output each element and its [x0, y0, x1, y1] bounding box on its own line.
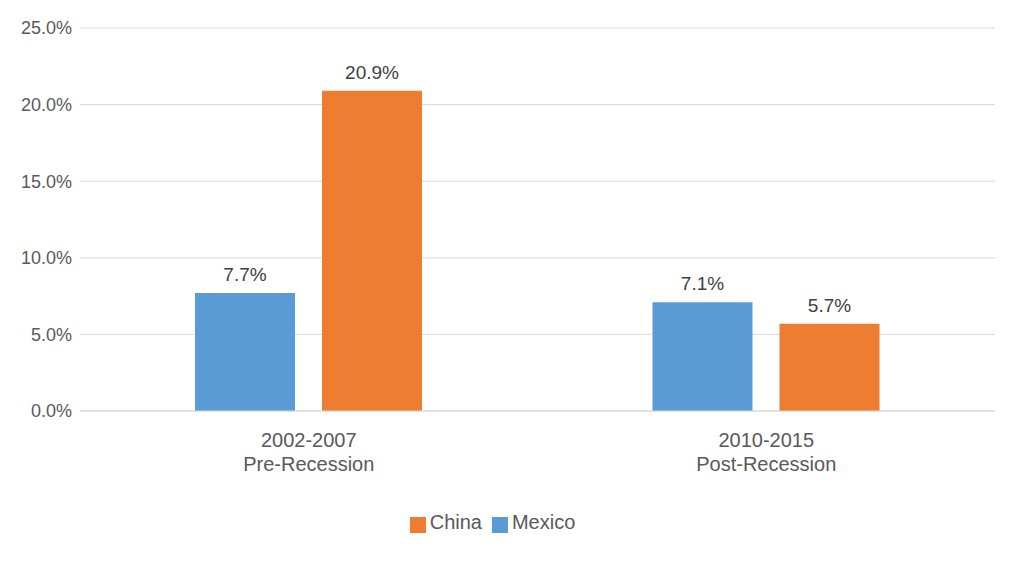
- html-text:China: China: [429, 511, 482, 533]
- svg-text:7.1%: 7.1%: [681, 273, 724, 294]
- html-text:Mexico: Mexico: [512, 511, 576, 533]
- svg-text:20.0%: 20.0%: [21, 95, 72, 115]
- svg-text:2010-2015Post-Recession: 2010-2015Post-Recession: [696, 429, 836, 475]
- svg-text:20.9%: 20.9%: [345, 62, 399, 83]
- svg-text:15.0%: 15.0%: [21, 172, 72, 192]
- svg-text:2002-2007Pre-Recession: 2002-2007Pre-Recession: [243, 429, 374, 475]
- svg-text:10.0%: 10.0%: [21, 248, 72, 268]
- svg-text:5.7%: 5.7%: [808, 295, 851, 316]
- svg-text:7.7%: 7.7%: [223, 264, 266, 285]
- svg-text:25.0%: 25.0%: [21, 18, 72, 38]
- svg-text:5.0%: 5.0%: [31, 325, 72, 345]
- svg-text:0.0%: 0.0%: [31, 401, 72, 421]
